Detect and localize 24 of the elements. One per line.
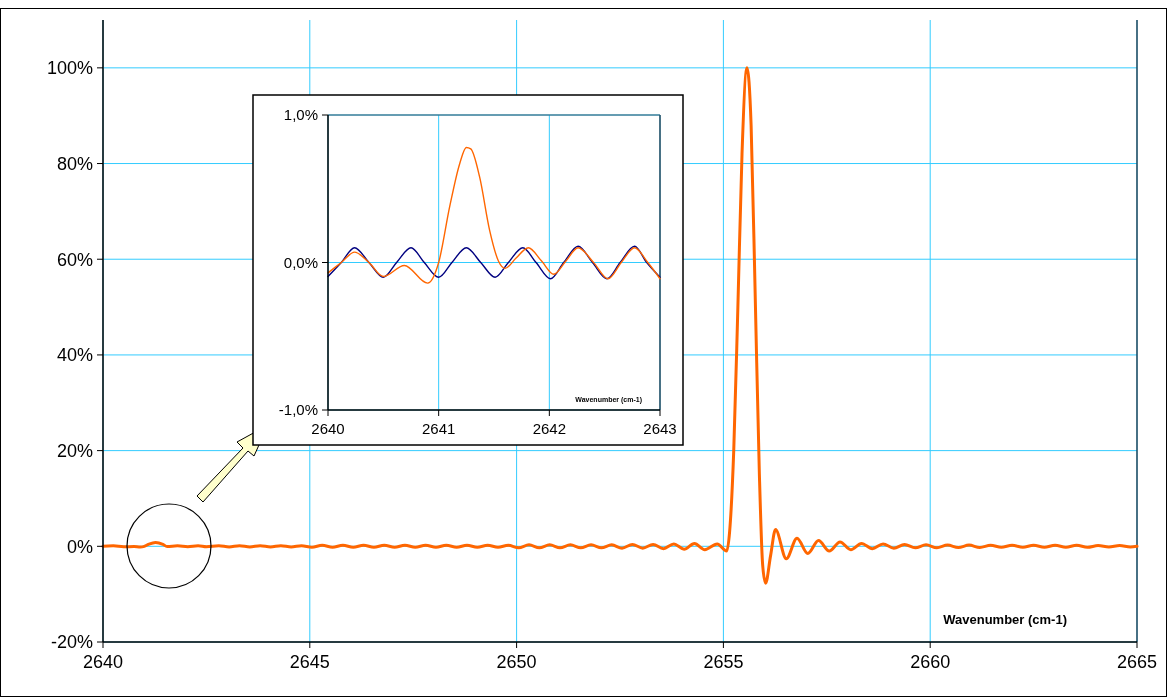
y-tick-label: 100% (46, 58, 93, 79)
line-series (327, 245, 661, 280)
x-tick-label: 2665 (1116, 652, 1158, 672)
x-tick-label: 2642 (532, 420, 567, 437)
x-axis-title: Wavenumber (cm-1) (943, 612, 1067, 627)
x-tick-label: 2645 (289, 652, 330, 672)
x-tick-label: 2643 (643, 420, 677, 437)
line-series (101, 66, 1139, 585)
y-tick-label: 60% (56, 249, 93, 270)
line-series (327, 146, 661, 284)
y-tick-label: -20% (50, 632, 93, 653)
x-tick-label: 2660 (910, 652, 951, 672)
x-tick-label: 2641 (421, 420, 456, 437)
y-tick-label: 0,0% (283, 253, 318, 271)
y-tick-label: -1,0% (278, 401, 318, 419)
y-tick-label: 80% (56, 153, 93, 174)
y-tick-label: 40% (56, 345, 93, 366)
y-tick-label: 0% (66, 536, 93, 557)
y-tick-label: 1,0% (283, 106, 318, 124)
x-tick-label: 2640 (311, 420, 345, 437)
x-tick-label: 2640 (82, 652, 124, 672)
y-tick-label: 20% (56, 440, 93, 461)
x-tick-label: 2655 (703, 652, 744, 672)
x-tick-label: 2650 (496, 652, 537, 672)
